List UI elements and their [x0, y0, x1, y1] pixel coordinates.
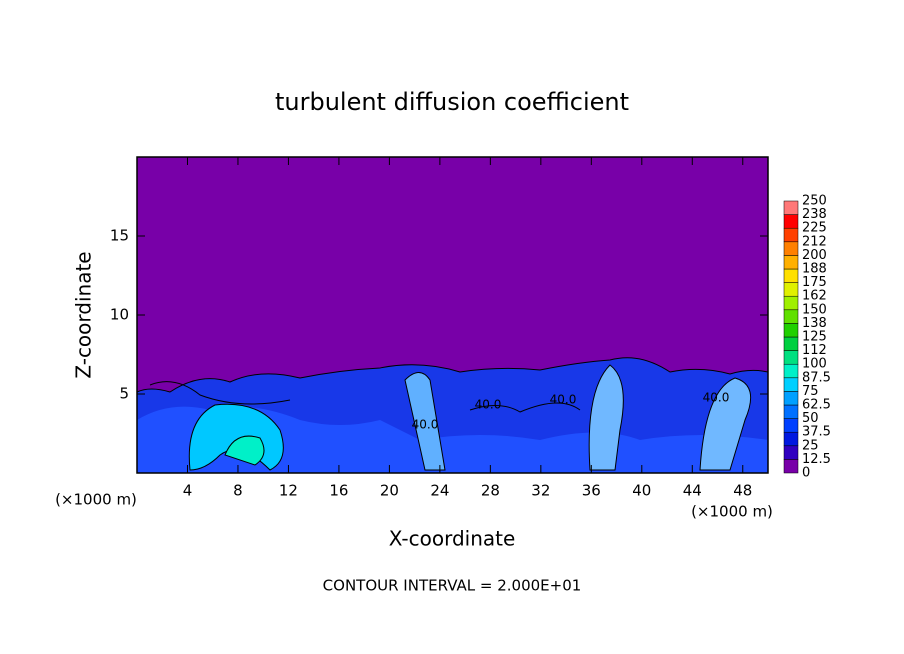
contour-line	[149, 381, 291, 405]
colorbar-bin	[783, 268, 799, 283]
x-tick-label: 48	[733, 482, 752, 500]
x-unit-label: (×1000 m)	[691, 503, 773, 521]
x-tick-label: 28	[481, 482, 500, 500]
colorbar-label: 62.5	[802, 398, 831, 413]
field-region	[224, 435, 265, 466]
colorbar-label: 138	[802, 316, 827, 331]
field-region	[404, 372, 446, 471]
contour-label: 40.0	[475, 398, 502, 412]
x-tick-label: 8	[233, 482, 243, 500]
colorbar-label: 175	[802, 275, 827, 290]
colorbar-bin	[783, 431, 799, 447]
contour-label: 40.0	[550, 393, 577, 407]
y-tick-label: 10	[110, 306, 129, 324]
colorbar-bin	[783, 404, 799, 419]
colorbar-bin	[783, 323, 799, 338]
x-unit-label: (×1000 m)	[55, 491, 137, 509]
contour-label: 40.0	[703, 391, 730, 405]
x-tick-label: 16	[329, 482, 348, 500]
colorbar-bin	[783, 350, 799, 365]
field-region	[588, 364, 624, 471]
x-tick-label: 12	[279, 482, 298, 500]
colorbar-bin	[783, 377, 799, 392]
x-tick-label: 32	[531, 482, 550, 500]
colorbar-label: 0	[802, 466, 810, 481]
contour-label: 40.0	[412, 418, 439, 432]
colorbar-bin	[783, 459, 799, 474]
colorbar-bin	[783, 309, 799, 324]
colorbar-bin	[783, 282, 799, 297]
colorbar-label: 200	[802, 248, 827, 263]
colorbar-bin	[783, 445, 799, 460]
colorbar-bin	[783, 241, 799, 256]
colorbar-label: 125	[802, 330, 827, 345]
colorbar-label: 212	[802, 234, 827, 249]
x-tick-label: 24	[430, 482, 449, 500]
contour-line	[469, 402, 581, 413]
colorbar-bin	[783, 391, 799, 406]
colorbar-label: 75	[802, 384, 819, 399]
colorbar-label: 37.5	[802, 425, 831, 440]
colorbar-bin	[783, 255, 799, 270]
colorbar-label: 25	[802, 438, 819, 453]
x-tick-label: 20	[380, 482, 399, 500]
colorbar-label: 12.5	[802, 452, 831, 467]
x-tick-label: 36	[582, 482, 601, 500]
x-tick-label: 44	[683, 482, 702, 500]
x-axis-title: X-coordinate	[389, 527, 516, 551]
colorbar-bin	[783, 418, 799, 433]
colorbar-label: 225	[802, 221, 827, 236]
chart-title: turbulent diffusion coefficient	[275, 88, 629, 116]
colorbar-label: 238	[802, 207, 827, 222]
colorbar-label: 188	[802, 262, 827, 277]
colorbar-label: 50	[802, 411, 819, 426]
footnote: CONTOUR INTERVAL = 2.000E+01	[323, 577, 582, 595]
y-tick-label: 15	[110, 227, 129, 245]
x-tick-label: 4	[183, 482, 193, 500]
colorbar-bin	[783, 363, 799, 379]
colorbar-bin	[783, 214, 799, 229]
colorbar-bin	[783, 336, 799, 351]
y-axis-title: Z-coordinate	[72, 251, 96, 378]
field	[136, 157, 769, 474]
colorbar-bin	[783, 227, 799, 243]
colorbar-label: 112	[802, 343, 827, 358]
x-tick-label: 40	[632, 482, 651, 500]
colorbar-bin	[783, 200, 799, 215]
field-region	[699, 377, 752, 471]
colorbar-label: 100	[802, 357, 827, 372]
y-tick-label: 5	[119, 385, 129, 403]
colorbar-bin	[783, 295, 799, 311]
colorbar-label: 162	[802, 289, 827, 304]
colorbar-label: 87.5	[802, 370, 831, 385]
colorbar-label: 250	[802, 194, 827, 209]
colorbar-label: 150	[802, 302, 827, 317]
